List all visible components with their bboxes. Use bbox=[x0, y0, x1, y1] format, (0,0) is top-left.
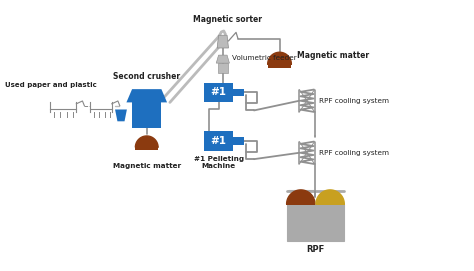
Bar bbox=[233, 89, 244, 96]
Text: Magnetic matter: Magnetic matter bbox=[113, 163, 181, 169]
Bar bbox=[268, 63, 292, 68]
Polygon shape bbox=[127, 89, 167, 102]
Bar bbox=[233, 137, 244, 145]
Text: Magnetic sorter: Magnetic sorter bbox=[193, 15, 262, 24]
Text: Volumetric feeder: Volumetric feeder bbox=[232, 55, 297, 61]
Text: Magnetic matter: Magnetic matter bbox=[298, 51, 370, 60]
Bar bbox=[204, 131, 233, 151]
Text: Used paper and plastic: Used paper and plastic bbox=[5, 82, 97, 88]
Text: #1: #1 bbox=[210, 136, 227, 146]
Polygon shape bbox=[136, 136, 158, 147]
Text: Second crusher: Second crusher bbox=[113, 72, 180, 81]
Polygon shape bbox=[316, 190, 344, 204]
Text: RPF: RPF bbox=[306, 245, 325, 254]
Bar bbox=[317, 204, 344, 241]
Bar bbox=[287, 204, 315, 241]
Bar bbox=[218, 63, 228, 73]
Polygon shape bbox=[268, 52, 292, 64]
Text: #1 Pelleting
Machine: #1 Pelleting Machine bbox=[193, 156, 244, 169]
Text: #1: #1 bbox=[210, 88, 227, 98]
Text: RPF cooling system: RPF cooling system bbox=[319, 150, 389, 156]
Bar bbox=[204, 83, 233, 102]
Polygon shape bbox=[115, 109, 127, 121]
Polygon shape bbox=[216, 55, 229, 63]
Bar bbox=[136, 146, 158, 150]
Polygon shape bbox=[287, 190, 315, 204]
Text: RPF cooling system: RPF cooling system bbox=[319, 98, 389, 104]
Polygon shape bbox=[217, 35, 228, 48]
Bar bbox=[132, 102, 161, 128]
